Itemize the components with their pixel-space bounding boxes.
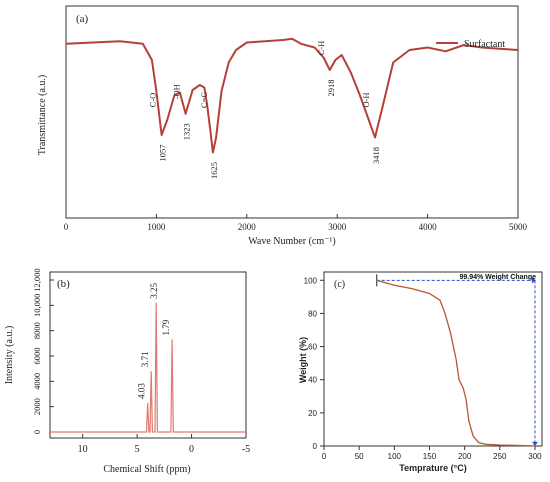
tga-plot-frame (323, 271, 543, 447)
nmr-x-axis-label: Chemical Shift (ppm) (103, 464, 190, 475)
ftir-x-tick-label: 5000 (509, 222, 528, 232)
tga-x-tick-label: 200 (458, 452, 472, 461)
nmr-x-tick-label: 10 (78, 444, 88, 455)
tga-x-tick-label: 0 (322, 452, 327, 461)
nmr-panel: (b) 0 2000 4000 6000 8000 10,000 12,000 10 5 0 -5… (4, 268, 250, 475)
tga-weight-change-guides (376, 274, 538, 446)
tga-x-tick-label: 50 (355, 452, 364, 461)
tga-y-tick-label: 0 (313, 442, 318, 451)
nmr-peak-label: 3.71 (140, 351, 150, 367)
tga-x-tick-label: 300 (528, 452, 542, 461)
tga-guide-arrowhead (531, 441, 538, 446)
ftir-x-tick-label: 1000 (147, 222, 166, 232)
nmr-plot-frame (49, 271, 247, 439)
nmr-x-tick-label: 0 (189, 444, 194, 455)
ftir-peak-wavenumber: 2918 (326, 80, 336, 97)
nmr-y-tick-label: 12,000 (32, 268, 42, 291)
nmr-y-tick-label: 4000 (32, 373, 42, 390)
ftir-peak-wavenumber: 3418 (371, 147, 381, 164)
tga-guide-arrowhead (531, 277, 536, 284)
ftir-x-tick-label: 3000 (328, 222, 347, 232)
ftir-group-label: O-H (361, 92, 371, 107)
tga-x-tick-label: 250 (493, 452, 507, 461)
ftir-x-ticks: 0 1000 2000 3000 4000 5000 (64, 214, 528, 232)
tga-y-ticks: 0 20 40 60 80 100 (304, 276, 324, 451)
nmr-y-tick-label: 8000 (32, 322, 42, 339)
ftir-peak-wavenumber: 1323 (182, 123, 192, 140)
nmr-y-tick-label: 2000 (32, 398, 42, 415)
nmr-series-line (50, 302, 246, 433)
tga-series-line (376, 279, 536, 447)
ftir-group-label: C-O (148, 93, 158, 108)
tga-panel-label: (c) (334, 279, 345, 290)
tga-y-tick-label: 40 (308, 376, 317, 385)
ftir-peak-wavenumber: 1057 (158, 145, 168, 162)
tga-x-axis-label: Temprature (°C) (399, 463, 466, 473)
ftir-annotations: C-O 1057 -OH 1323 C=C 1625 C-H 2918 O-H 3418 (148, 41, 381, 179)
ftir-peak-wavenumber: 1625 (209, 162, 219, 179)
ftir-x-axis-label: Wave Number (cm⁻¹) (248, 236, 335, 247)
ftir-plot-frame (65, 5, 519, 219)
tga-x-tick-label: 150 (423, 452, 437, 461)
nmr-y-tick-label: 10,000 (32, 294, 42, 317)
tga-y-tick-label: 20 (308, 409, 317, 418)
tga-y-tick-label: 100 (304, 276, 318, 285)
tga-x-tick-label: 100 (388, 452, 402, 461)
ftir-x-tick-label: 0 (64, 222, 69, 232)
nmr-x-tick-label: 5 (135, 444, 140, 455)
nmr-x-ticks: 10 5 0 -5 (78, 434, 250, 455)
tga-weight-change-annotation: 99.94% Weight Change (459, 274, 536, 281)
nmr-y-tick-label: 0 (32, 430, 42, 434)
nmr-peak-labels: 4.03 3.71 3.25 1.79 (137, 283, 171, 399)
tga-x-ticks: 0 50 100 150 200 250 300 (322, 446, 542, 461)
ftir-x-tick-label: 4000 (419, 222, 438, 232)
tga-y-tick-label: 60 (308, 343, 317, 352)
nmr-y-ticks: 0 2000 4000 6000 8000 10,000 12,000 (32, 268, 54, 434)
ftir-panel-label: (a) (76, 13, 89, 25)
nmr-y-axis-label: Intensity (a.u.) (4, 326, 15, 385)
nmr-panel-label: (b) (57, 278, 70, 290)
tga-y-axis-label: Weight (%) (298, 337, 308, 383)
nmr-peak-label: 4.03 (137, 383, 147, 399)
ftir-group-label: -OH (172, 84, 182, 99)
ftir-group-label: C-H (316, 41, 326, 56)
ftir-y-axis-label: Transmittance (a.u.) (37, 75, 48, 155)
ftir-panel: (a) 0 1000 2000 3000 4000 5000 C-O 1057 -OH 1323… (37, 5, 528, 247)
nmr-y-tick-label: 6000 (32, 348, 42, 365)
nmr-peak-label: 3.25 (149, 283, 159, 299)
ftir-legend-label: Surfactant (464, 39, 505, 50)
nmr-x-tick-label: -5 (242, 444, 250, 455)
tga-y-tick-label: 80 (308, 309, 317, 318)
tga-panel: (c) 0 20 40 60 80 100 0 50 100 150 200 250 300 99.9… (298, 271, 543, 473)
ftir-series-line (65, 37, 519, 154)
ftir-x-tick-label: 2000 (238, 222, 257, 232)
nmr-peak-label: 1.79 (161, 319, 171, 335)
ftir-group-label: C=C (199, 92, 209, 108)
